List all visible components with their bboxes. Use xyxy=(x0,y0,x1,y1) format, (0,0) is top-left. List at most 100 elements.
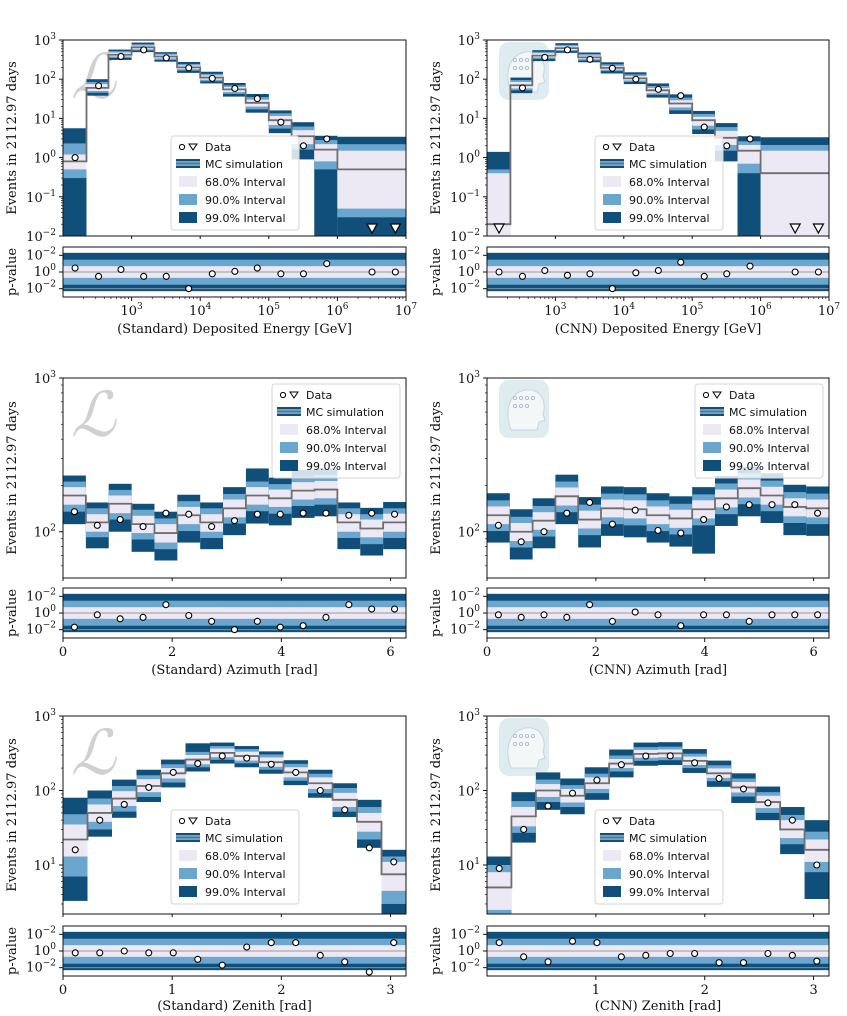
legend-box xyxy=(271,383,401,479)
x-axis-label: (Standard) Azimuth [rad] xyxy=(151,663,317,678)
data-point xyxy=(700,516,708,524)
y-tick-label: 103 xyxy=(34,370,57,387)
legend-i99-swatch xyxy=(703,460,721,471)
data-point xyxy=(365,844,373,852)
pvalue-point xyxy=(814,268,822,276)
pvalue-point xyxy=(368,268,376,276)
data-point xyxy=(71,154,79,162)
legend-i68-swatch xyxy=(603,850,621,861)
data-point xyxy=(208,74,216,82)
data-point xyxy=(520,825,528,834)
data-point xyxy=(768,501,776,509)
pvalue-tick-label: 10−2 xyxy=(450,587,480,604)
pvalue-point xyxy=(292,939,300,947)
data-point xyxy=(677,529,685,537)
data-point xyxy=(243,754,251,762)
pvalue-point xyxy=(642,951,650,959)
pvalue-point xyxy=(593,939,601,947)
pvalue-point xyxy=(253,264,261,272)
mc-bands xyxy=(63,468,406,561)
data-point xyxy=(117,52,125,61)
data-point xyxy=(218,752,226,760)
x-tick-label: 6 xyxy=(386,645,394,660)
pvalue-point xyxy=(745,617,753,625)
data-point xyxy=(541,53,549,61)
data-point xyxy=(593,776,601,784)
data-point xyxy=(764,799,772,807)
mc-line xyxy=(63,751,406,876)
pvalue-point xyxy=(677,258,685,266)
mc-bands xyxy=(487,43,829,236)
main-axes-frame xyxy=(62,715,407,915)
legend-i99-swatch xyxy=(603,212,621,223)
legend-mc-label: MC simulation xyxy=(729,406,807,419)
y-axis-label: Events in 2112.97 days xyxy=(5,401,20,555)
legend-i90-swatch xyxy=(603,868,621,879)
legend-i99-swatch xyxy=(280,460,298,471)
data-point xyxy=(194,760,202,768)
likelihood-logo-text: ℒ xyxy=(71,378,117,451)
legend-i99-label: 99.0% Interval xyxy=(629,886,710,899)
legend: Data MC simulation 68.0% Interval 90.0% Int… xyxy=(170,809,300,905)
panel-cnn-1: 10−2 10−1 100 101 102 103 Events in 2112.97 da… xyxy=(429,32,840,337)
y-ticks: 102 103 xyxy=(458,370,487,567)
data-point xyxy=(723,142,731,150)
pvalue-point xyxy=(365,968,373,976)
data-point xyxy=(185,510,193,518)
x-ticks: 103 104 105 106 107 xyxy=(83,236,417,319)
data-point xyxy=(185,64,193,72)
legend-mc-label: MC simulation xyxy=(629,832,707,845)
legend-data-label: Data xyxy=(629,141,655,154)
x-tick-label: 105 xyxy=(258,302,281,319)
legend-data-label: Data xyxy=(729,389,755,402)
legend-i99-label: 99.0% Interval xyxy=(205,886,286,899)
legend-data-circle-icon xyxy=(279,391,287,399)
data-point xyxy=(390,858,398,866)
x-tick-label: 106 xyxy=(326,302,349,319)
legend-data-label: Data xyxy=(306,389,332,402)
panel-cnn-5: 101 102 103 Events in 2112.97 days Data MC si… xyxy=(429,708,830,1014)
legend-data-label: Data xyxy=(205,815,231,828)
legend-i68-label: 68.0% Interval xyxy=(205,850,286,863)
y-ticks: 10−2 10−1 100 101 102 103 xyxy=(26,32,63,245)
pvalue-point xyxy=(185,285,193,293)
y-ticks: 101 102 103 xyxy=(458,708,487,905)
legend-mc-label: MC simulation xyxy=(629,158,707,171)
legend-i90-label: 90.0% Interval xyxy=(629,194,710,207)
data-point xyxy=(341,806,349,814)
data-point xyxy=(71,846,79,854)
pvalue-point xyxy=(70,623,78,631)
data-point xyxy=(563,509,571,517)
x-axis-label: (CNN) Deposited Energy [GeV] xyxy=(555,322,762,337)
legend-i99-label: 99.0% Interval xyxy=(306,460,387,473)
data-point xyxy=(230,517,239,525)
data-point xyxy=(140,46,148,54)
y-tick-label: 100 xyxy=(34,150,57,167)
likelihood-logo-icon: ℒ xyxy=(71,378,117,451)
panel-standard-2: ℒ 102 103 Events in 2112.97 days Data MC simu… xyxy=(5,370,407,678)
pvalue-point xyxy=(739,959,748,967)
legend-data-circle-icon xyxy=(178,143,186,151)
data-point xyxy=(162,54,170,62)
pvalue-tick-label: 10−2 xyxy=(26,925,56,942)
data-point xyxy=(517,538,525,546)
x-tick-label: 4 xyxy=(277,645,285,660)
x-tick-label: 0 xyxy=(483,645,491,660)
data-point xyxy=(299,509,307,517)
legend-i68-label: 68.0% Interval xyxy=(629,176,710,189)
data-point xyxy=(544,802,552,810)
data-point xyxy=(299,142,308,150)
data-point xyxy=(277,118,285,126)
x-tick-label: 4 xyxy=(701,645,709,660)
legend-i99-swatch xyxy=(603,886,621,897)
x-tick-label: 104 xyxy=(189,302,212,319)
likelihood-logo-text: ℒ xyxy=(71,716,117,789)
data-point xyxy=(139,523,147,531)
pvalue-point xyxy=(700,272,708,280)
pvalue-axis-label: p-value xyxy=(5,589,20,637)
legend-i90-label: 90.0% Interval xyxy=(205,868,286,881)
legend-box xyxy=(170,135,300,231)
pvalue-point xyxy=(791,611,799,619)
